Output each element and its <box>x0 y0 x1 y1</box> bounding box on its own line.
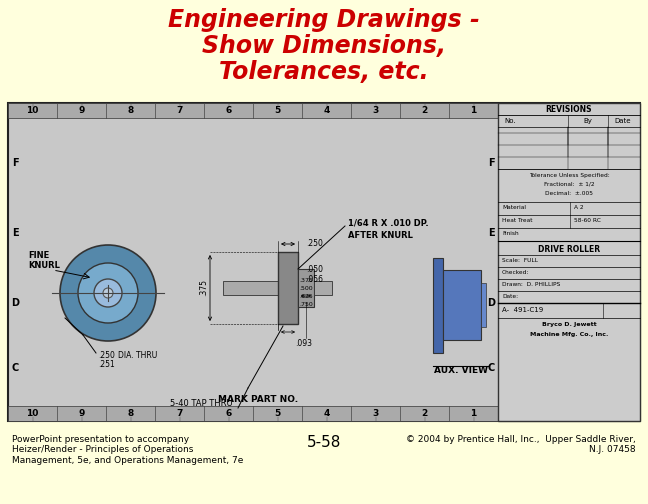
Bar <box>8 406 498 421</box>
Text: 9: 9 <box>78 106 85 115</box>
Text: Scale:  FULL: Scale: FULL <box>502 258 538 263</box>
Text: .750: .750 <box>299 301 313 306</box>
Text: DRIVE ROLLER: DRIVE ROLLER <box>538 245 600 254</box>
Text: C: C <box>12 363 19 373</box>
Text: C: C <box>487 363 494 373</box>
Text: 6: 6 <box>226 409 231 418</box>
Text: 8: 8 <box>128 106 133 115</box>
Text: Fractional:  ± 1/2: Fractional: ± 1/2 <box>544 182 594 187</box>
Bar <box>443 270 481 340</box>
Text: FINE: FINE <box>28 251 49 260</box>
Bar <box>314 281 332 295</box>
Text: .250: .250 <box>306 239 323 248</box>
Bar <box>278 252 298 324</box>
Text: Bryco D. Jewett: Bryco D. Jewett <box>542 322 596 327</box>
Text: .056: .056 <box>306 275 323 283</box>
Bar <box>8 103 498 118</box>
Text: MARK PART NO.: MARK PART NO. <box>218 395 298 404</box>
Text: 3: 3 <box>373 106 378 115</box>
Text: Material: Material <box>502 205 526 210</box>
Text: E: E <box>12 228 18 238</box>
Text: Checked:: Checked: <box>502 270 529 275</box>
Text: A 2: A 2 <box>574 205 584 210</box>
Text: Tolerance Unless Specified:: Tolerance Unless Specified: <box>529 173 609 178</box>
Text: .375: .375 <box>299 278 313 283</box>
Text: F: F <box>488 158 494 168</box>
Text: .251: .251 <box>98 360 115 369</box>
Text: 3: 3 <box>373 409 378 418</box>
Text: 4: 4 <box>323 106 330 115</box>
Text: AFTER KNURL: AFTER KNURL <box>348 231 413 240</box>
Text: KNURL: KNURL <box>28 261 60 270</box>
Text: 5-58: 5-58 <box>307 435 341 450</box>
Text: F: F <box>12 158 18 168</box>
Text: 7: 7 <box>176 409 183 418</box>
Text: .625: .625 <box>299 293 313 298</box>
Text: 58-60 RC: 58-60 RC <box>574 218 601 223</box>
Text: 8: 8 <box>128 409 133 418</box>
Text: .250: .250 <box>98 351 115 360</box>
Circle shape <box>78 263 138 323</box>
Text: .050: .050 <box>306 265 323 274</box>
Text: Heat Treat: Heat Treat <box>502 218 533 223</box>
Text: 5: 5 <box>274 409 281 418</box>
Text: Drawn:  D. PHILLIPS: Drawn: D. PHILLIPS <box>502 282 561 287</box>
Text: 1: 1 <box>470 409 477 418</box>
Text: 1/64 R X .010 DP.: 1/64 R X .010 DP. <box>348 218 428 227</box>
Text: 10: 10 <box>27 409 39 418</box>
Text: 4: 4 <box>323 409 330 418</box>
Text: D: D <box>11 298 19 308</box>
Text: 1: 1 <box>470 106 477 115</box>
Text: 10: 10 <box>27 106 39 115</box>
Text: 5-40 TAP THRU: 5-40 TAP THRU <box>170 399 233 408</box>
Bar <box>223 281 278 295</box>
Text: © 2004 by Prentice Hall, Inc.,  Upper Saddle River,
N.J. 07458: © 2004 by Prentice Hall, Inc., Upper Sad… <box>406 435 636 455</box>
Bar <box>498 103 640 421</box>
Text: AUX. VIEW: AUX. VIEW <box>434 366 488 375</box>
Text: Show Dimensions,: Show Dimensions, <box>202 34 446 58</box>
Text: Date: Date <box>615 118 631 124</box>
Text: .500: .500 <box>299 285 312 290</box>
Text: Tolerances, etc.: Tolerances, etc. <box>219 60 429 84</box>
Text: Decimal:  ±.005: Decimal: ±.005 <box>545 191 593 196</box>
Circle shape <box>103 288 113 298</box>
Text: No.: No. <box>504 118 516 124</box>
Text: DIA. THRU: DIA. THRU <box>118 350 157 359</box>
Text: Engineering Drawings -: Engineering Drawings - <box>168 8 480 32</box>
Text: 7: 7 <box>176 106 183 115</box>
Circle shape <box>94 279 122 307</box>
Text: 2: 2 <box>421 409 428 418</box>
Text: REVISIONS: REVISIONS <box>546 104 592 113</box>
Text: PowerPoint presentation to accompany
Heizer/Render - Principles of Operations
Ma: PowerPoint presentation to accompany Hei… <box>12 435 244 465</box>
Text: 6: 6 <box>226 106 231 115</box>
Text: D: D <box>487 298 495 308</box>
Text: A-  491-C19: A- 491-C19 <box>502 307 543 313</box>
Bar <box>298 269 314 307</box>
Bar <box>433 258 443 353</box>
Circle shape <box>60 245 156 341</box>
Text: By: By <box>584 118 592 124</box>
Bar <box>481 283 486 327</box>
Text: .093: .093 <box>295 339 312 347</box>
Text: .375: .375 <box>199 280 208 296</box>
Text: Finish: Finish <box>502 231 518 236</box>
Text: 2: 2 <box>421 106 428 115</box>
Text: Machine Mfg. Co., Inc.: Machine Mfg. Co., Inc. <box>530 332 608 337</box>
Text: 5: 5 <box>274 106 281 115</box>
Text: E: E <box>488 228 494 238</box>
Text: 9: 9 <box>78 409 85 418</box>
Bar <box>8 103 640 421</box>
Text: Date:: Date: <box>502 294 518 299</box>
